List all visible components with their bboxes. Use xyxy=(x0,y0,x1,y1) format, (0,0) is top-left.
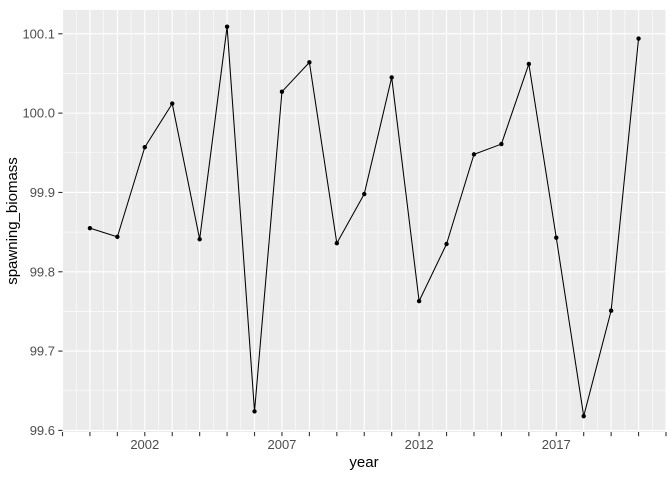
y-tick-label: 100.0 xyxy=(22,106,55,121)
x-tick-label: 2017 xyxy=(542,437,571,452)
data-point xyxy=(389,75,394,80)
data-point xyxy=(636,36,641,41)
y-tick-label: 99.7 xyxy=(30,344,55,359)
y-tick-label: 100.1 xyxy=(22,26,55,41)
data-point xyxy=(362,191,367,197)
y-tick-label: 99.9 xyxy=(30,185,55,200)
data-point xyxy=(115,234,120,240)
data-point xyxy=(87,225,93,231)
data-point xyxy=(499,141,504,147)
data-point xyxy=(224,24,230,29)
data-point xyxy=(334,241,340,246)
data-point xyxy=(444,241,449,247)
data-point xyxy=(416,298,422,304)
axis-tick-marks xyxy=(58,33,667,437)
x-tick-label: 2002 xyxy=(130,437,159,452)
y-axis-title: spawning_biomass xyxy=(4,157,21,285)
data-point xyxy=(279,89,285,94)
x-tick-label: 2007 xyxy=(267,437,296,452)
data-point xyxy=(142,145,147,150)
major-gridlines xyxy=(61,10,667,432)
data-point xyxy=(170,101,175,106)
data-point xyxy=(526,61,532,67)
data-point xyxy=(307,60,312,65)
data-point xyxy=(608,308,614,313)
axis-tick-labels: 2002 2007 2012 2017 99.6 99.7 99.8 99.9 100.0 100… xyxy=(22,26,570,452)
data-point xyxy=(197,237,202,242)
y-tick-label: 99.8 xyxy=(30,264,55,279)
x-tick-label: 2012 xyxy=(405,437,434,452)
data-point xyxy=(554,235,559,240)
data-point xyxy=(471,152,477,157)
data-point xyxy=(581,413,586,419)
data-series xyxy=(87,24,641,419)
x-axis-title: year xyxy=(349,454,378,471)
data-point xyxy=(252,409,257,414)
y-tick-label: 99.6 xyxy=(30,423,55,438)
